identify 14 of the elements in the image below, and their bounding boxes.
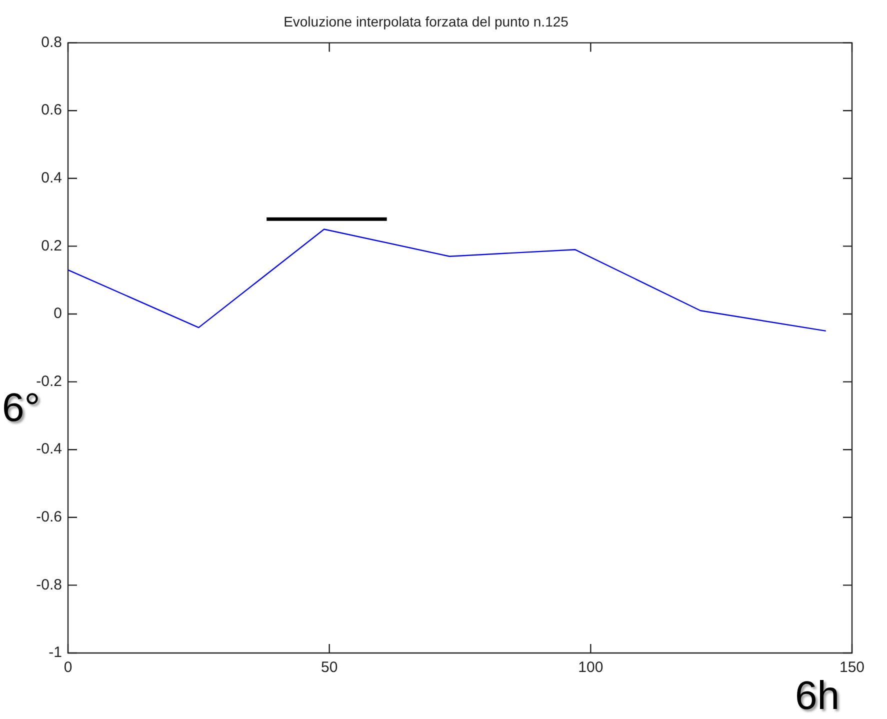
y-tick-label: 0 [54, 305, 62, 322]
text: 6h [795, 674, 840, 718]
y-tick-label: -0.8 [36, 576, 62, 594]
y-tick-label: -0.6 [36, 508, 62, 526]
y-tick-label: 0.4 [41, 170, 62, 187]
y-tick-label: -0.4 [36, 440, 62, 458]
x-tick-label: 100 [578, 659, 604, 676]
y-tick-label: -1 [48, 644, 62, 662]
y-tick-label: 0.8 [41, 34, 62, 51]
y-tick-label: 0.2 [41, 237, 62, 254]
y-tick-label: 0.6 [41, 102, 62, 119]
x-tick-label: 50 [320, 659, 338, 676]
chart-title: Evoluzione interpolata forzata del punto n.125 [284, 13, 569, 30]
x-tick-label: 150 [839, 659, 865, 676]
